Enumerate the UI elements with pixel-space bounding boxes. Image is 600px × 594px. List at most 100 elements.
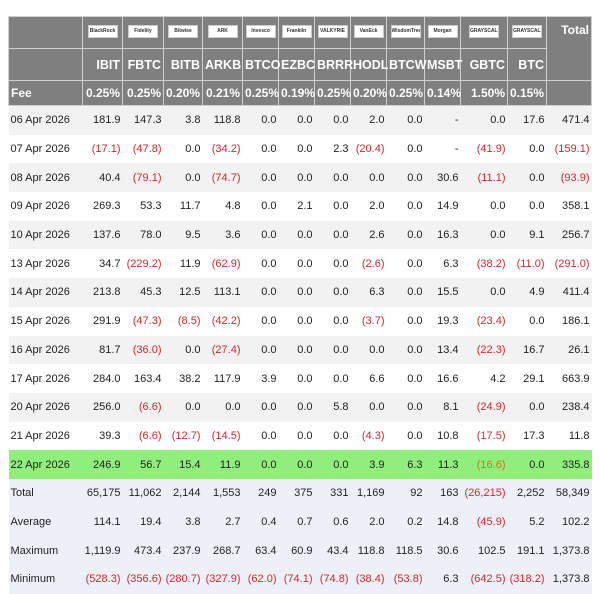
value-cell: 137.6 (82, 220, 123, 250)
table-row: 07 Apr 2026 (17.1) (47.8) 0.0 (34.2) 0.0 0.0 2.… (8, 134, 592, 164)
value-cell: (4.3) (350, 421, 387, 451)
value-cell: 17.3 (507, 421, 547, 451)
value-cell: (318.2) (507, 565, 547, 594)
value-cell: 0.0 (314, 306, 351, 336)
value-cell: 0.0 (278, 364, 315, 393)
table-row: 13 Apr 2026 34.7 (229.2) 11.9 (62.9) 0.0 0.0 0.… (8, 249, 592, 279)
fee-cell: 0.15% (507, 80, 547, 106)
value-cell: 118.8 (350, 536, 387, 565)
total-cell: 11.8 (546, 421, 592, 451)
ticker-header: GBTC (460, 48, 508, 81)
value-cell: 60.9 (278, 536, 315, 565)
total-cell: 471.4 (546, 105, 592, 135)
value-cell: 13.4 (424, 335, 461, 365)
fee-cell: 0.20% (163, 80, 203, 106)
value-cell: 0.0 (278, 249, 315, 279)
value-cell: 0.0 (460, 105, 508, 135)
value-cell: (14.5) (202, 421, 243, 451)
total-cell: 1,373.8 (546, 565, 592, 594)
value-cell: 0.0 (278, 392, 315, 422)
fee-cell: 0.25% (82, 80, 123, 106)
total-cell: 26.1 (546, 335, 592, 365)
value-cell: (356.6) (122, 565, 164, 594)
value-cell: (34.2) (202, 134, 243, 164)
value-cell: 0.0 (242, 220, 279, 250)
value-cell: (528.3) (82, 565, 123, 594)
ticker-header: BTCW (386, 48, 427, 81)
value-cell: (6.6) (122, 421, 164, 451)
table-row: 15 Apr 2026 291.9 (47.3) (8.5) (42.2) 0.0 0.0 0… (8, 306, 592, 336)
value-cell: 118.5 (386, 536, 425, 565)
value-cell: 15.4 (163, 450, 203, 479)
fee-cell: 0.25% (314, 80, 351, 106)
value-cell: (38.2) (460, 249, 508, 279)
value-cell: (11.0) (507, 249, 547, 279)
value-cell: 92 (386, 478, 425, 508)
ticker-header: FBTC (122, 48, 164, 81)
value-cell: 246.9 (82, 450, 123, 479)
issuer-logo-icon: BlackRock (87, 24, 118, 38)
value-cell: 40.4 (82, 163, 123, 193)
value-cell: 0.0 (163, 392, 203, 422)
ticker-header: BITB (163, 48, 203, 81)
value-cell: 0.0 (460, 192, 508, 221)
value-cell: 38.2 (163, 364, 203, 393)
table-row: 09 Apr 2026 269.3 53.3 11.7 4.8 0.0 2.1 0.0 2.0 0… (8, 192, 592, 221)
summary-row: Maximum 1,119.9 473.4 237.9 268.7 63.4 60.9 43.… (8, 536, 592, 565)
value-cell: 6.3 (386, 450, 425, 479)
total-cell: 1,373.8 (546, 536, 592, 565)
value-cell: 30.6 (424, 163, 461, 193)
value-cell: 2,144 (163, 478, 203, 508)
value-cell: 2.3 (314, 134, 351, 164)
summary-row: Total 65,175 11,062 2,144 1,553 249 375 331 1,16… (8, 478, 592, 508)
fee-cell: 1.50% (460, 80, 508, 106)
value-cell: (27.4) (202, 335, 243, 365)
value-cell: (11.1) (460, 163, 508, 193)
value-cell: 0.0 (242, 105, 279, 135)
ticker-header: HODL (350, 48, 388, 81)
value-cell: 0.0 (202, 392, 243, 422)
row-label: Maximum (8, 536, 83, 565)
value-cell: 2.0 (350, 507, 387, 537)
value-cell: 0.0 (386, 335, 425, 365)
value-cell: 3.8 (163, 507, 203, 537)
value-cell: 0.0 (386, 421, 425, 451)
value-cell: 0.0 (242, 249, 279, 279)
summary-row: Average 114.1 19.4 3.8 2.7 0.4 0.7 0.6 2.0 0.2 14.… (8, 507, 592, 537)
value-cell: 6.3 (350, 278, 387, 307)
fund-logo-cell: Bitwise (163, 16, 203, 49)
value-cell: 0.0 (242, 306, 279, 336)
table-row: 16 Apr 2026 81.7 (36.0) 0.0 (27.4) 0.0 0.0 0.0 0… (8, 335, 592, 365)
value-cell: (8.5) (163, 306, 203, 336)
value-cell: 0.0 (314, 364, 351, 393)
value-cell: 29.1 (507, 364, 547, 393)
corner-cell (8, 16, 83, 49)
fund-logo-cell: ARK (202, 16, 243, 49)
value-cell: 0.0 (386, 192, 425, 221)
value-cell: - (424, 134, 461, 164)
issuer-logo-icon: ARK (207, 24, 238, 38)
value-cell: 30.6 (424, 536, 461, 565)
fee-cell: 0.25% (242, 80, 279, 106)
value-cell: 1,553 (202, 478, 243, 508)
value-cell: 0.0 (386, 306, 425, 336)
value-cell: 10.8 (424, 421, 461, 451)
value-cell: 9.5 (163, 220, 203, 250)
issuer-logo-icon: VALKYRIE (317, 24, 348, 38)
value-cell: 0.0 (507, 134, 547, 164)
value-cell: 181.9 (82, 105, 123, 135)
issuer-logo-icon: Franklin (281, 24, 312, 38)
total-cell: (93.9) (546, 163, 592, 193)
summary-row: Minimum (528.3) (356.6) (280.7) (327.9) (62.0… (8, 565, 592, 594)
value-cell: 147.3 (122, 105, 164, 135)
value-cell: (38.4) (350, 565, 387, 594)
fee-cell: 0.25% (386, 80, 425, 106)
value-cell: 0.0 (386, 134, 425, 164)
total-cell: 411.4 (546, 278, 592, 307)
total-cell: 102.2 (546, 507, 592, 537)
value-cell: 0.0 (278, 105, 315, 135)
table-row: 20 Apr 2026 256.0 (6.6) 0.0 0.0 0.0 0.0 5.8 0.0 0… (8, 392, 592, 422)
value-cell: 11,062 (122, 478, 164, 508)
issuer-logo-icon: WisdomTree (390, 24, 421, 38)
fund-logo-cell: GRAYSCALE (507, 16, 547, 49)
